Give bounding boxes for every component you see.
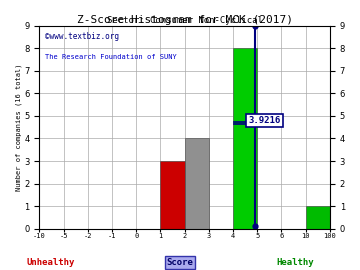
Bar [161, 161, 185, 229]
Text: The Research Foundation of SUNY: The Research Foundation of SUNY [45, 54, 177, 60]
Text: Healthy: Healthy [276, 258, 314, 267]
Text: Unhealthy: Unhealthy [26, 258, 75, 267]
Bar [306, 206, 330, 229]
Bar [185, 139, 209, 229]
Text: Sector: Consumer Non-Cyclical: Sector: Consumer Non-Cyclical [107, 16, 262, 25]
Title: Z-Score Histogram for MCK (2017): Z-Score Histogram for MCK (2017) [77, 15, 293, 25]
Text: Score: Score [167, 258, 193, 267]
Y-axis label: Number of companies (16 total): Number of companies (16 total) [15, 63, 22, 191]
Bar [233, 48, 257, 229]
Text: 3.9216: 3.9216 [248, 116, 281, 125]
Text: ©www.textbiz.org: ©www.textbiz.org [45, 32, 119, 41]
